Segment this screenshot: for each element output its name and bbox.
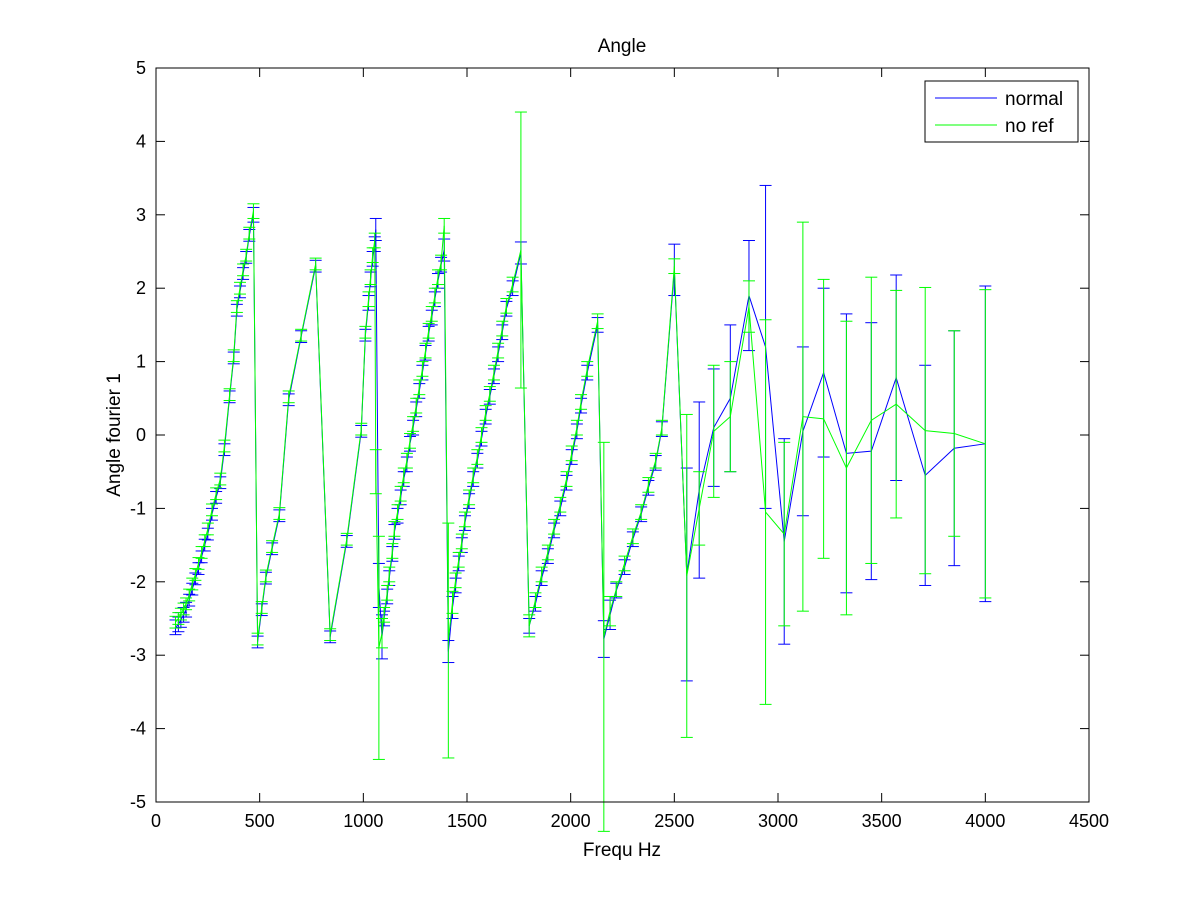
x-tick-label: 3000 [758, 811, 798, 831]
legend-label: no ref [1005, 116, 1054, 137]
y-tick-label: -1 [130, 498, 146, 518]
legend: normal no ref [924, 80, 1079, 143]
legend-box [924, 80, 1079, 143]
y-axis-label: Angle fourier 1 [104, 373, 125, 497]
x-tick-label: 2000 [551, 811, 591, 831]
chart-title: Angle [598, 36, 647, 57]
y-tick-label: 3 [136, 205, 146, 225]
y-tick-label: -5 [130, 792, 146, 812]
y-tick-label: -3 [130, 645, 146, 665]
series-line [175, 211, 986, 648]
y-tick-label: 0 [136, 425, 146, 445]
y-tick-label: 5 [136, 58, 146, 78]
legend-label: normal [1005, 89, 1063, 110]
x-tick-label: 3500 [862, 811, 902, 831]
x-tick-label: 0 [151, 811, 161, 831]
y-tick-label: 4 [136, 131, 146, 151]
ticks-layer: 0 500 1000 1500 2000 2500 3000 3500 4000 4500 -5 -4… [130, 58, 1109, 831]
x-axis-label: Frequ Hz [583, 840, 661, 861]
x-tick-label: 2500 [654, 811, 694, 831]
x-tick-label: 1500 [447, 811, 487, 831]
x-tick-label: 4500 [1069, 811, 1109, 831]
x-tick-label: 4000 [965, 811, 1005, 831]
y-tick-label: 1 [136, 352, 146, 372]
plot-area [169, 111, 992, 832]
y-tick-label: 2 [136, 278, 146, 298]
y-tick-label: -4 [130, 719, 146, 739]
series-no-ref [169, 111, 992, 832]
series-layer [169, 111, 992, 832]
y-tick-label: -2 [130, 572, 146, 592]
x-tick-label: 1000 [343, 811, 383, 831]
x-tick-label: 500 [245, 811, 275, 831]
